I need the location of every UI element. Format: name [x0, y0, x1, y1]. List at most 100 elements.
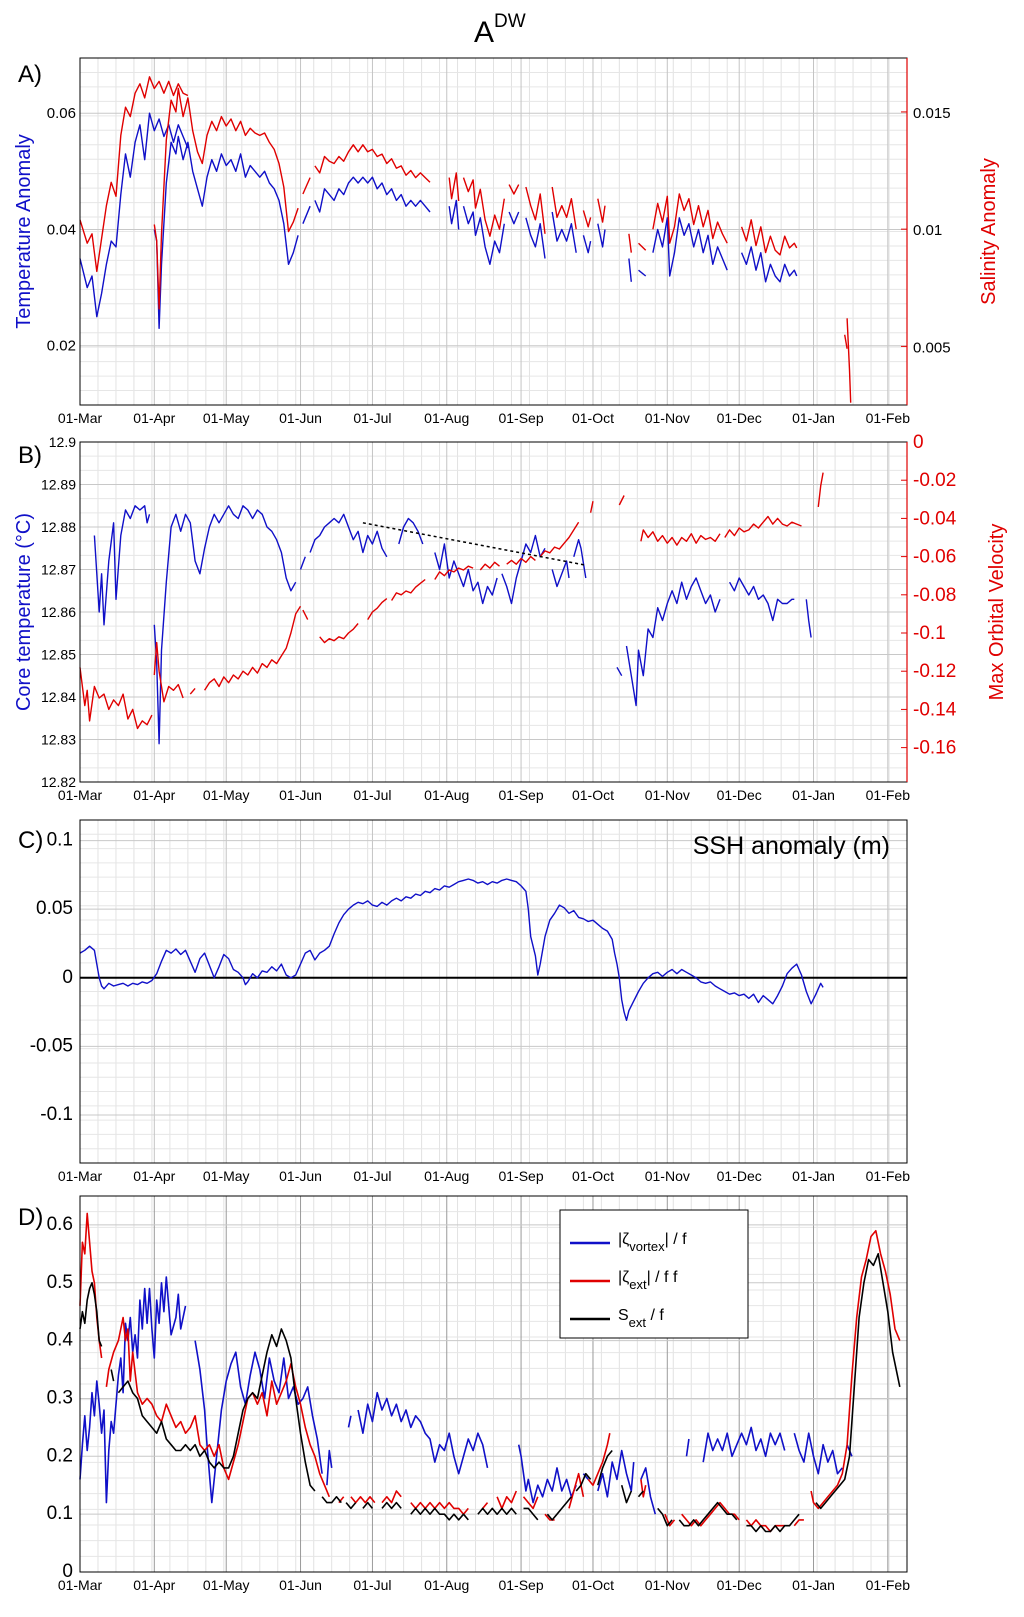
y2-axis-label: Salinity Anomaly — [978, 158, 1000, 305]
x-tick-label: 01-Feb — [866, 1577, 911, 1593]
panel-4: 01-Mar 01-Apr 01-May 01-Jun 01-Jul 01-Aug 01-S… — [18, 1195, 911, 1593]
y-axis-label: Core temperature (°C) — [13, 513, 35, 711]
series-line-segment — [815, 1253, 901, 1510]
series-line-segment — [637, 1490, 644, 1498]
series-line-segment — [189, 687, 196, 695]
y-tick-label: 12.89 — [41, 477, 76, 493]
series-line-segment — [302, 609, 309, 620]
x-tick-label: 01-Oct — [572, 410, 614, 426]
series-line-segment — [302, 205, 311, 224]
x-tick-label: 01-Jul — [353, 1168, 391, 1184]
legend: |ζvortex| / f |ζext| / f f Sext / f — [559, 1209, 749, 1339]
x-tick-label: 01-Mar — [58, 410, 103, 426]
y2-tick-label: -0.02 — [913, 470, 956, 491]
series-line-segment — [628, 258, 632, 282]
series-line-segment — [79, 667, 153, 730]
y2-tick-label: -0.16 — [913, 738, 956, 759]
series-line-segment — [105, 1316, 331, 1498]
series-line-segment — [525, 186, 546, 234]
series-line-segment — [477, 1507, 517, 1515]
series-line-segment — [448, 172, 460, 202]
series-line-segment — [204, 605, 302, 691]
panel-annotation: SSH anomaly (m) — [693, 832, 890, 860]
y-tick-label: 0.6 — [47, 1214, 73, 1235]
x-tick-label: 01-May — [203, 410, 250, 426]
y2-tick-label: -0.14 — [913, 699, 957, 720]
plot-frame — [79, 819, 908, 1164]
series-line-segment — [846, 318, 852, 403]
series-line-segment — [381, 1501, 402, 1510]
y2-tick-label: -0.06 — [913, 547, 956, 568]
x-tick-label: 01-Aug — [424, 787, 469, 803]
series-line-segment — [79, 1282, 103, 1347]
x-tick-label: 01-May — [203, 1168, 250, 1184]
x-tick-label: 01-Jan — [792, 410, 835, 426]
series-line-segment — [618, 495, 625, 506]
series-line-segment — [582, 210, 592, 228]
x-tick-label: 01-Jun — [279, 1168, 322, 1184]
panel-3: 01-Mar 01-Apr 01-May 01-Jun 01-Jul 01-Aug 01-S… — [18, 819, 910, 1184]
x-tick-label: 01-Oct — [572, 1168, 614, 1184]
x-tick-label: 01-Sep — [498, 787, 543, 803]
y2-tick-label: -0.1 — [913, 623, 946, 644]
legend-entry: Sext / f — [618, 1307, 664, 1330]
series-line-segment — [314, 144, 431, 183]
y2-tick-label: 0 — [913, 432, 924, 453]
y2-tick-label: -0.08 — [913, 585, 956, 606]
series-2 — [79, 76, 852, 403]
figure-title-sup: DW — [494, 11, 526, 32]
x-tick-label: 01-Dec — [717, 410, 762, 426]
y-tick-label: 0.2 — [47, 1445, 73, 1466]
series-line-segment — [362, 1501, 374, 1509]
series-line-segment — [410, 1501, 469, 1515]
series-line-segment — [110, 1369, 115, 1382]
series-line-segment — [616, 666, 623, 677]
y2-tick-label: 0.015 — [913, 105, 951, 122]
series-line-segment — [345, 1502, 357, 1510]
series-line-segment — [319, 623, 359, 644]
y-tick-label: 0.4 — [47, 1330, 74, 1351]
x-tick-label: 01-Apr — [133, 787, 175, 803]
x-tick-label: 01-Jul — [353, 1577, 391, 1593]
y-tick-label: 12.83 — [41, 732, 76, 748]
x-tick-label: 01-Oct — [572, 1577, 614, 1593]
series-line-segment — [551, 186, 577, 230]
panel-1: 01-Mar 01-Apr 01-May 01-Jun 01-Jul 01-Aug 01-S… — [13, 57, 1000, 426]
series-line-segment — [357, 1391, 489, 1475]
series-line-segment — [640, 1467, 657, 1515]
series-line-segment — [525, 217, 546, 259]
y-tick-label: 0.04 — [47, 221, 76, 238]
series-line-segment — [793, 1432, 843, 1475]
x-tick-label: 01-Aug — [424, 1577, 469, 1593]
series-3 — [79, 1253, 901, 1533]
series-line-segment — [153, 505, 297, 745]
series-line-segment — [153, 641, 184, 703]
x-tick-label: 01-Nov — [645, 787, 690, 803]
x-tick-label: 01-Apr — [133, 410, 175, 426]
y-tick-label: 12.86 — [41, 604, 76, 620]
series-line-segment — [117, 1328, 316, 1492]
series-line-segment — [640, 529, 721, 546]
series-line-segment — [410, 1507, 469, 1521]
x-tick-label: 01-Nov — [645, 1577, 690, 1593]
x-tick-label: 01-Jul — [353, 410, 391, 426]
series-line-segment — [582, 235, 592, 254]
series-line-segment — [597, 1449, 613, 1486]
x-tick-label: 01-Jun — [279, 410, 322, 426]
series-line-segment — [625, 577, 721, 707]
series-line-segment — [362, 522, 586, 566]
x-tick-label: 01-Feb — [866, 787, 911, 803]
legend-entry: |ζext| / f f — [618, 1269, 678, 1292]
panel-label: D) — [18, 1204, 43, 1231]
series-line-segment — [551, 211, 577, 253]
series-1 — [93, 505, 812, 745]
series-line-segment — [740, 246, 798, 283]
series-line-segment — [523, 1507, 539, 1521]
series-1 — [79, 878, 824, 1021]
x-tick-label: 01-Nov — [645, 1168, 690, 1184]
y-tick-label: 12.84 — [41, 689, 76, 705]
legend-box — [559, 1209, 749, 1339]
series-line-segment — [448, 199, 460, 230]
series-line-segment — [589, 501, 594, 513]
series-line-segment — [79, 1276, 187, 1504]
